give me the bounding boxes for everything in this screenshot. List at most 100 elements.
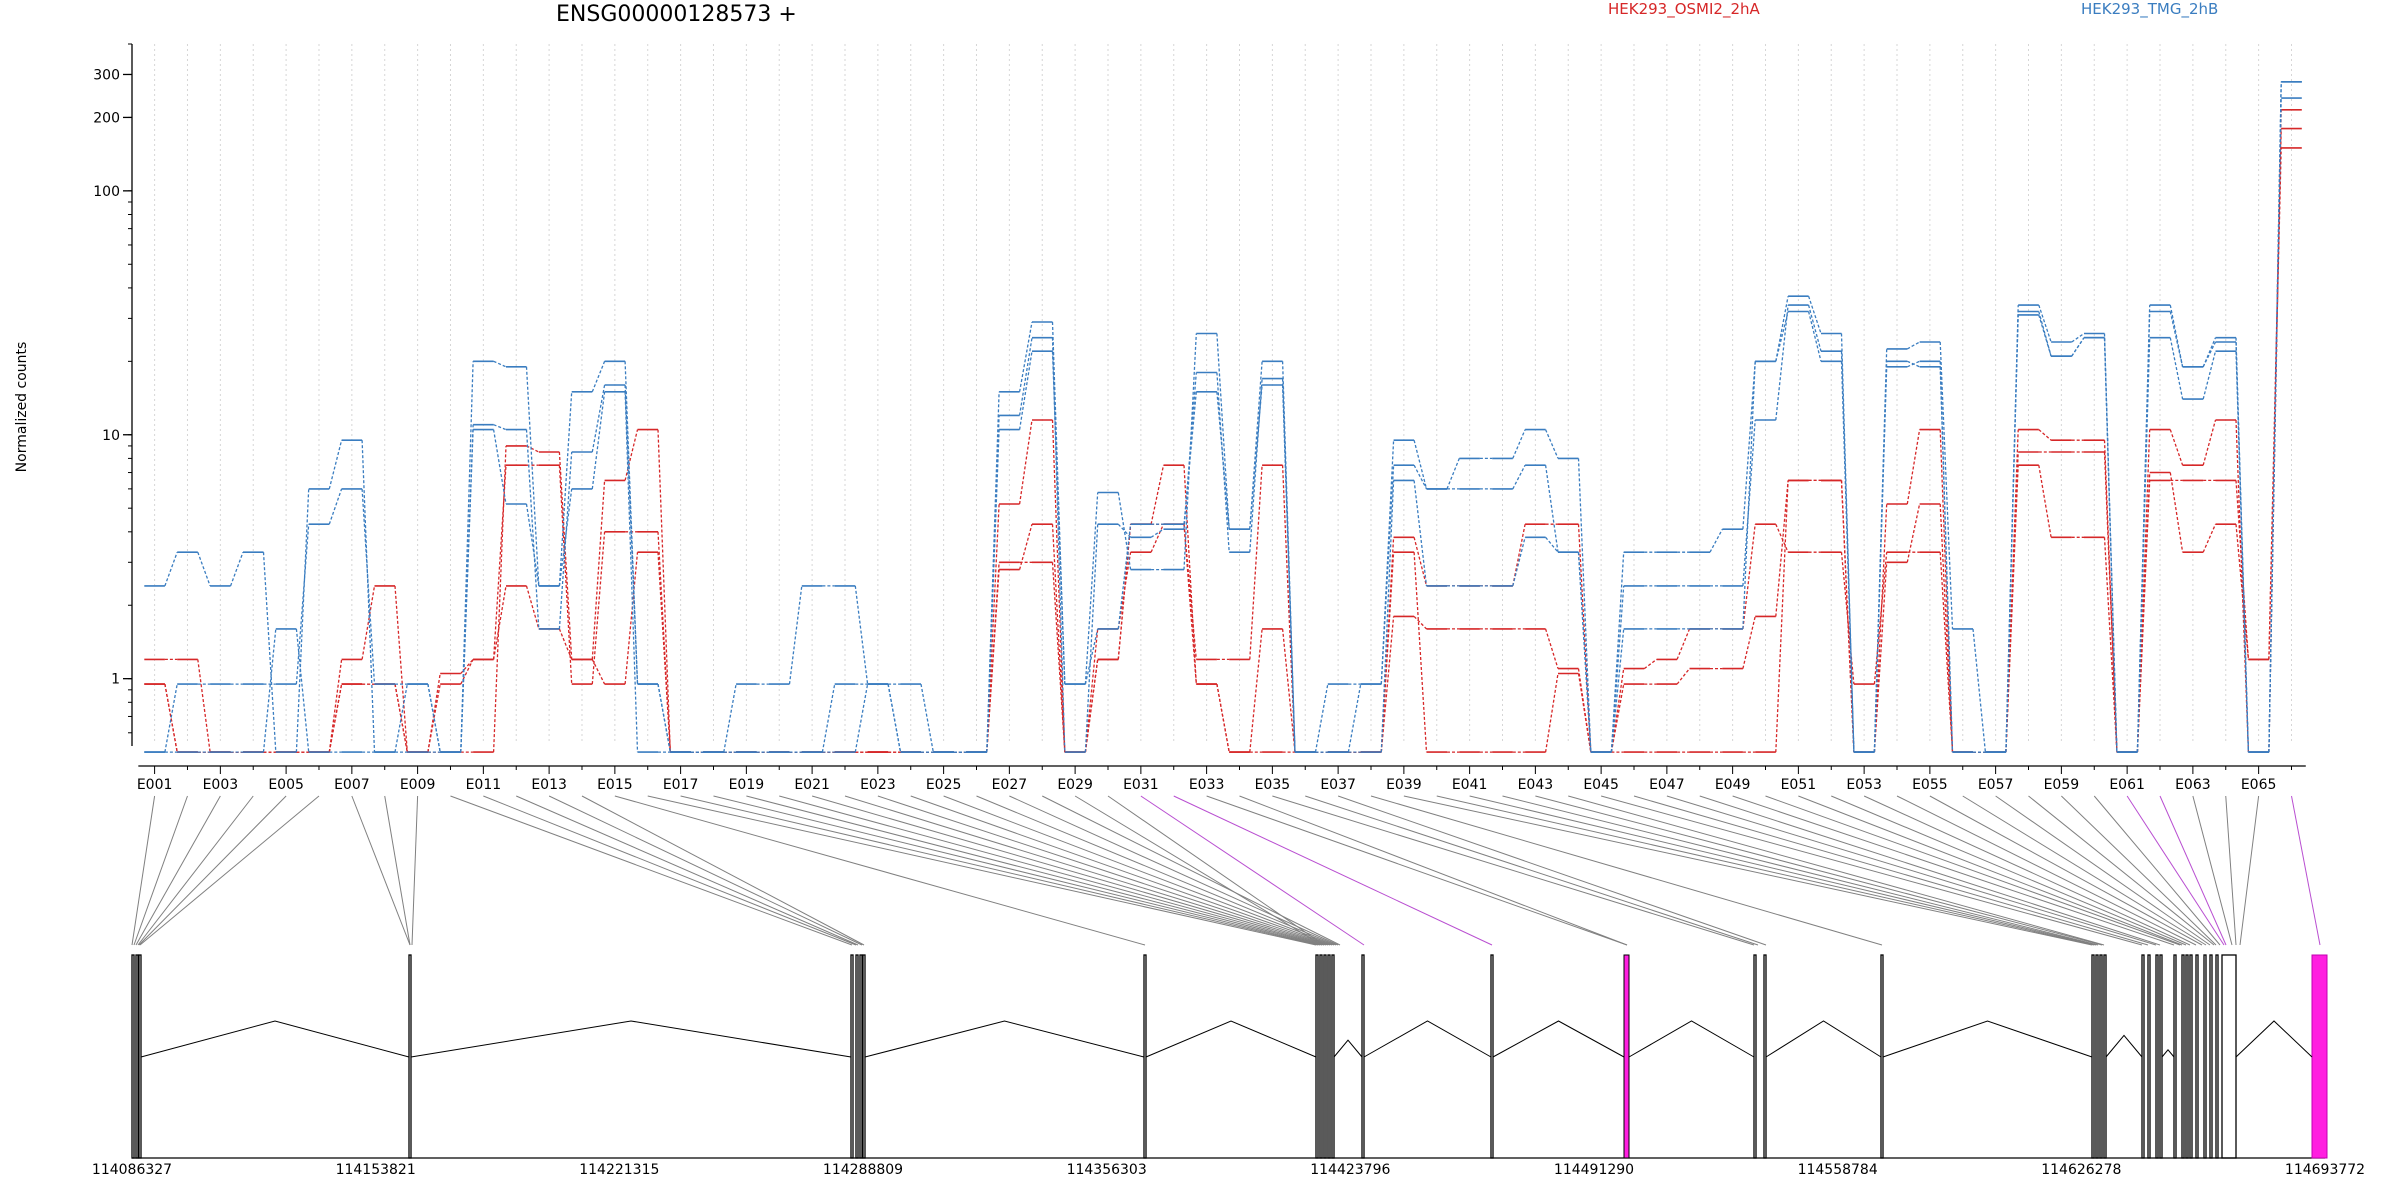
connector-E049 (1732, 795, 2175, 946)
x-tick-label-E003: E003 (203, 777, 239, 793)
exon-connectors (131, 795, 2321, 946)
intron-9 (1765, 1020, 1882, 1058)
exon-box-10 (1315, 954, 1319, 1159)
connector-E045 (1600, 795, 2143, 946)
x-tick-label-E015: E015 (597, 777, 633, 793)
exon-box-5 (850, 954, 854, 1159)
connector-E048 (1699, 795, 2161, 946)
connector-E024 (910, 795, 1333, 946)
exon-box-31 (2189, 954, 2193, 1159)
x-tick-label-E055: E055 (1912, 777, 1948, 793)
exon-box-30 (2185, 954, 2189, 1159)
connector-E001 (131, 795, 156, 946)
connector-E041 (1469, 795, 2097, 946)
x-tick-label-E007: E007 (334, 777, 370, 793)
x-tick-label-E001: E001 (137, 777, 173, 793)
x-tick-label-E041: E041 (1452, 777, 1488, 793)
x-tick-label-E021: E021 (794, 777, 830, 793)
exon-box-35 (2215, 954, 2219, 1159)
series-5-connectors (164, 81, 2282, 753)
connector-E025 (943, 795, 1335, 946)
connector-E038 (1370, 795, 1883, 946)
exon-box-3 (138, 954, 142, 1159)
x-tick-label-E039: E039 (1386, 777, 1422, 793)
exon-box-11 (1319, 954, 1323, 1159)
x-tick-label-E053: E053 (1846, 777, 1882, 793)
intron-13 (2235, 1020, 2313, 1058)
connector-E035 (1272, 795, 1755, 946)
exon-box-18 (1763, 954, 1767, 1159)
x-tick-label-E065: E065 (2241, 777, 2277, 793)
x-tick-label-E059: E059 (2044, 777, 2080, 793)
exon-box-16 (1490, 954, 1494, 1159)
exon-box-4 (408, 954, 412, 1159)
intron-8 (1628, 1020, 1755, 1058)
x-tick-label-E009: E009 (400, 777, 436, 793)
exon-box-highlight-1 (1623, 954, 1630, 1159)
y-tick-label-300: 300 (93, 67, 120, 83)
x-tick-label-E027: E027 (992, 777, 1028, 793)
exon-box-13 (1327, 954, 1331, 1159)
connector-E066 (2291, 795, 2321, 946)
gene-title: ENSG00000128573 + (556, 2, 797, 27)
connector-E007 (351, 795, 411, 946)
connector-E019 (746, 795, 1323, 946)
coordinate-label-114491290: 114491290 (1554, 1162, 1634, 1178)
x-tick-label-E047: E047 (1649, 777, 1685, 793)
exon-box-32 (2195, 954, 2199, 1159)
intron-6 (1363, 1020, 1492, 1058)
connector-E053 (1863, 795, 2191, 946)
exon-box-2 (135, 954, 139, 1159)
connector-E006 (139, 795, 320, 946)
intron-10 (1882, 1020, 2093, 1058)
connector-E065 (2239, 795, 2260, 946)
connector-E020 (779, 795, 1325, 946)
x-tick-label-E033: E033 (1189, 777, 1225, 793)
connector-E018 (713, 795, 1321, 946)
x-tick-label-E061: E061 (2109, 777, 2145, 793)
x-tick-label-E045: E045 (1583, 777, 1619, 793)
series-2-segments (144, 147, 2302, 753)
connector-E051 (1798, 795, 2183, 946)
connector-E033 (1206, 795, 1628, 946)
connector-E037 (1337, 795, 1767, 946)
connector-E008 (384, 795, 411, 946)
x-tick-label-E057: E057 (1978, 777, 2014, 793)
intron-5 (1333, 1039, 1363, 1058)
exon-box-6 (855, 954, 859, 1159)
coordinate-label-114221315: 114221315 (579, 1162, 659, 1178)
connector-E003 (135, 795, 221, 946)
connector-E055 (1929, 795, 2203, 946)
connector-E031 (1140, 795, 1365, 946)
connector-E044 (1568, 795, 2105, 946)
connector-E030 (1107, 795, 1325, 946)
connector-E042 (1502, 795, 2099, 946)
connector-E011 (483, 795, 857, 946)
x-tick-label-E017: E017 (663, 777, 699, 793)
connector-E026 (976, 795, 1337, 946)
intron-3 (864, 1020, 1145, 1058)
coordinate-label-114288809: 114288809 (823, 1162, 903, 1178)
x-tick-label-E063: E063 (2175, 777, 2211, 793)
exon-box-24 (2141, 954, 2145, 1159)
connector-E062 (2159, 795, 2227, 946)
exon-box-8 (862, 954, 866, 1159)
connector-E016 (647, 795, 1317, 946)
intron-4 (1145, 1020, 1317, 1058)
exon-box-21 (2095, 954, 2099, 1159)
connector-E052 (1831, 795, 2187, 946)
x-tick-label-E031: E031 (1123, 777, 1159, 793)
connector-E032 (1173, 795, 1493, 946)
legend-entry-osmi2: HEK293_OSMI2_2hA (1608, 0, 1760, 18)
intron-12 (2161, 1049, 2175, 1058)
gene-model: 114086327 114153821 114221315 114288809 1143… (92, 954, 2365, 1178)
exon-box-25 (2147, 954, 2151, 1159)
exon-box-12 (1323, 954, 1327, 1159)
series-6-connectors (164, 98, 2282, 753)
x-tick-label-E023: E023 (860, 777, 896, 793)
connector-E036 (1305, 795, 1759, 946)
connector-E046 (1633, 795, 2149, 946)
connector-E013 (548, 795, 863, 946)
exon-box-33 (2203, 954, 2207, 1159)
exon-box-29 (2181, 954, 2185, 1159)
